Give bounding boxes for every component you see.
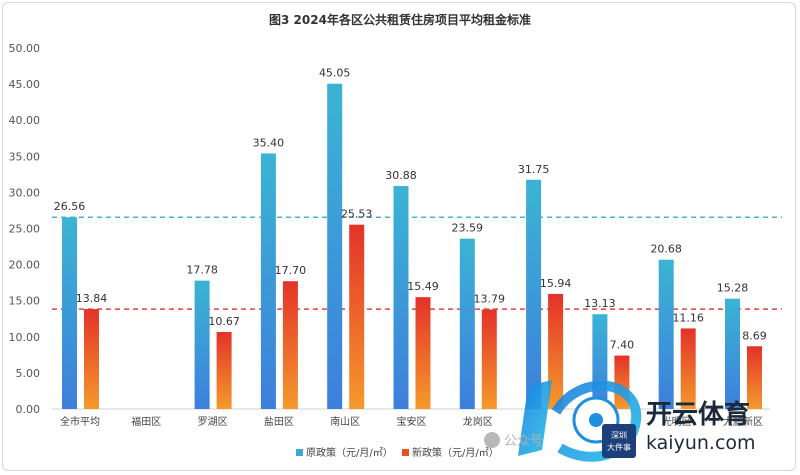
y-tick-label: 25.00 xyxy=(9,223,41,236)
watermark-k-logo-arc xyxy=(551,380,642,462)
data-label: 13.13 xyxy=(584,297,616,310)
data-label: 17.78 xyxy=(186,264,218,277)
y-tick-label: 35.00 xyxy=(9,150,41,163)
x-tick-label: 盐田区 xyxy=(264,415,294,428)
data-label: 25.53 xyxy=(341,208,373,221)
data-label: 23.59 xyxy=(452,222,484,235)
data-label: 35.40 xyxy=(253,136,285,149)
bar-original-policy xyxy=(327,83,343,409)
bar-new-policy xyxy=(216,331,232,409)
bar-original-policy xyxy=(725,298,740,409)
y-tick-label: 30.00 xyxy=(9,186,41,199)
x-tick-label: 光明区 xyxy=(662,415,692,428)
legend-label-2: 新政策（元/月/㎡） xyxy=(412,446,499,459)
y-tick-label: 10.00 xyxy=(9,331,41,344)
bar-new-policy xyxy=(349,224,365,409)
x-tick-label: 南山区 xyxy=(330,415,360,428)
legend-swatch-2 xyxy=(402,449,409,456)
chart-frame xyxy=(2,2,796,471)
data-label: 8.69 xyxy=(742,329,767,342)
data-label: 31.75 xyxy=(518,163,550,176)
watermark-badge xyxy=(602,424,636,458)
bar-new-policy xyxy=(481,309,497,409)
watermark-badge-text: 深圳 xyxy=(611,430,627,440)
data-label: 17.70 xyxy=(275,264,307,277)
bar-original-policy xyxy=(393,186,409,409)
data-label: 15.28 xyxy=(717,282,749,295)
bar-new-policy xyxy=(680,328,696,409)
data-label: 13.84 xyxy=(76,292,108,305)
watermark-k-logo xyxy=(518,380,552,456)
watermark-ball-icon-center xyxy=(589,413,603,427)
data-label: 11.16 xyxy=(672,311,704,324)
chart-title: 图3 2024年各区公共租赁住房项目平均租金标准 xyxy=(269,13,531,27)
x-tick-label: 全市平均 xyxy=(60,415,100,428)
y-tick-label: 5.00 xyxy=(16,367,41,380)
legend-label-1: 原政策（元/月/㎡） xyxy=(306,446,393,459)
y-tick-label: 40.00 xyxy=(9,114,41,127)
watermark-badge-text-line2: 大件事 xyxy=(607,442,631,452)
y-tick-label: 0.00 xyxy=(16,403,41,416)
bar-original-policy xyxy=(592,314,608,409)
data-label: 30.88 xyxy=(385,169,417,182)
bar-original-policy xyxy=(194,280,210,409)
y-tick-label: 50.00 xyxy=(9,42,41,55)
x-tick-label: 罗湖区 xyxy=(198,416,228,428)
x-tick-label: 大鹏新区 xyxy=(723,415,763,428)
y-tick-label: 20.00 xyxy=(9,259,41,272)
data-label: 45.05 xyxy=(319,67,351,80)
bar-original-policy xyxy=(62,217,77,409)
data-label: 15.49 xyxy=(407,280,439,293)
watermark-url-text: kaiyun.com xyxy=(646,432,756,454)
bar-original-policy xyxy=(260,153,276,409)
x-tick-label: 宝安区 xyxy=(397,415,427,428)
watermark-wechat-text: 公众号 xyxy=(504,434,543,449)
bar-original-policy xyxy=(658,259,674,409)
data-label: 10.67 xyxy=(208,315,240,328)
bar-new-policy xyxy=(282,281,298,409)
y-tick-label: 15.00 xyxy=(9,295,41,308)
data-label: 26.56 xyxy=(54,200,86,213)
bar-new-policy xyxy=(84,309,99,409)
bar-original-policy xyxy=(526,179,542,409)
data-label: 13.79 xyxy=(474,292,506,305)
bar-new-policy xyxy=(747,346,762,409)
data-label: 15.94 xyxy=(540,277,572,290)
watermark-brand-text: 开云体育 xyxy=(646,399,750,430)
data-label: 7.40 xyxy=(610,339,635,352)
data-label: 20.68 xyxy=(650,243,682,256)
legend-swatch-1 xyxy=(296,449,303,456)
x-tick-label: 龙岗区 xyxy=(463,415,493,428)
bar-new-policy xyxy=(548,293,564,409)
bar-original-policy xyxy=(459,238,475,409)
bar-new-policy xyxy=(415,297,431,409)
y-tick-label: 45.00 xyxy=(9,78,41,91)
x-tick-label: 福田区 xyxy=(131,415,161,428)
wechat-icon xyxy=(484,432,500,448)
watermark: 深圳 大件事 开云体育 kaiyun.com 公众号 xyxy=(484,380,756,462)
